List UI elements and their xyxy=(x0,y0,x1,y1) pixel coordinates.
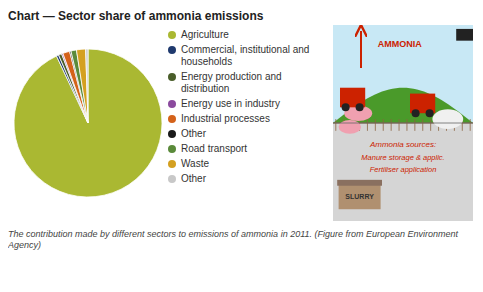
html-text:Waste: Waste xyxy=(181,158,209,169)
html-text:Chart — Sector share of ammoni: Chart — Sector share of ammonia emission… xyxy=(8,9,264,23)
svg-text:Ammonia sources:: Ammonia sources: xyxy=(369,140,436,149)
svg-text:AMMONIA: AMMONIA xyxy=(378,39,422,49)
html-text:Industrial processes: Industrial processes xyxy=(181,113,270,124)
html-text:Energy production and: Energy production and xyxy=(181,71,282,82)
html-text:households: households xyxy=(181,56,233,67)
html-text:Commercial, institutional and: Commercial, institutional and xyxy=(181,44,310,55)
svg-text:Fertiliser application: Fertiliser application xyxy=(370,165,437,174)
html-text:Other: Other xyxy=(181,173,206,184)
svg-text:SLURRY: SLURRY xyxy=(345,193,374,200)
html-text:Other: Other xyxy=(181,128,206,139)
html-text:distribution: distribution xyxy=(181,83,230,94)
html-text:Agriculture: Agriculture xyxy=(181,29,229,40)
html-text:Energy use in industry: Energy use in industry xyxy=(181,98,280,109)
html-text:The contribution made by diffe: The contribution made by different secto… xyxy=(8,229,459,250)
html-text:Road transport: Road transport xyxy=(181,143,248,154)
svg-text:Manure storage & applic.: Manure storage & applic. xyxy=(361,153,444,162)
